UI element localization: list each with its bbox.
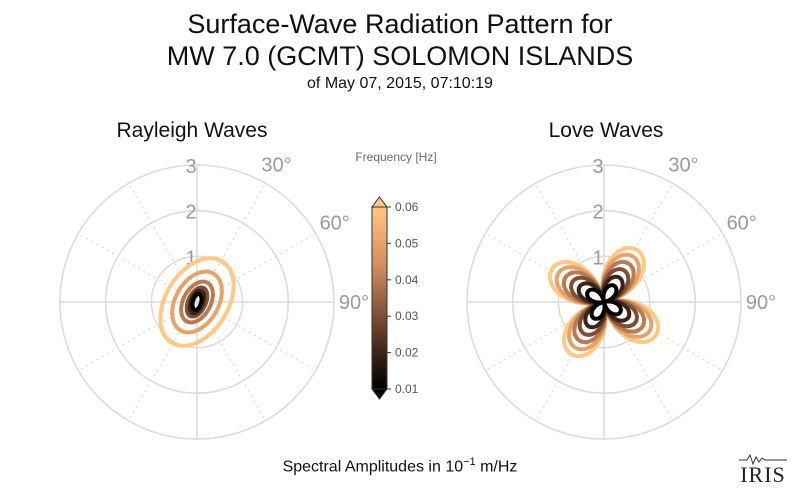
grid-spoke: [196, 183, 267, 303]
pattern-curve-0.05: [170, 269, 224, 335]
grid-spoke: [196, 301, 267, 421]
pattern-curve-0.01: [190, 292, 204, 312]
colorbar-bar: [371, 206, 388, 390]
colorbar-tick-label: 0.02: [395, 346, 419, 360]
footer-exponent: −1: [463, 456, 476, 468]
pattern-curve-0.06: [158, 256, 236, 348]
grid-spoke: [196, 232, 316, 303]
frequency-colorbar: 0.06 0.05 0.04 0.03 0.02 0.01: [371, 196, 419, 400]
colorbar-tick-label: 0.03: [395, 309, 419, 323]
seismogram-icon: [739, 453, 787, 466]
colorbar-extend-max: [371, 196, 388, 208]
rayleigh-polar-plot: 1 2 3 30° 60° 90°: [59, 154, 369, 440]
love-polar-plot: 1 2 3 30° 60° 90°: [466, 154, 776, 440]
footer-text: Spectral Amplitudes in 10: [282, 458, 464, 476]
footer-caption: Spectral Amplitudes in 10−1 m/Hz: [0, 456, 800, 476]
pattern-curve-0.01: [585, 283, 623, 321]
angle-tick-label: 30°: [668, 154, 698, 176]
radial-tick-label: 3: [592, 156, 603, 178]
angle-tick-label: 60°: [727, 213, 757, 235]
grid-spoke: [603, 301, 723, 372]
colorbar-tick-label: 0.01: [395, 382, 419, 396]
iris-logo: IRIS: [733, 452, 793, 487]
colorbar-extend-min: [371, 388, 388, 400]
pattern-curve-0.03: [184, 285, 210, 319]
grid-spoke: [534, 301, 605, 421]
pattern-curve-0.04: [179, 279, 215, 325]
colorbar-tick-label: 0.05: [395, 236, 419, 250]
grid-spoke: [78, 301, 198, 372]
grid-spoke: [534, 183, 605, 303]
grid-spoke: [196, 301, 316, 372]
grid-spoke: [603, 232, 723, 303]
angle-tick-label: 30°: [261, 154, 291, 176]
colorbar-label: Frequency [Hz]: [355, 150, 437, 164]
angle-tick-label: 90°: [746, 292, 776, 314]
radial-tick-label: 1: [185, 247, 196, 269]
grid-spoke: [603, 301, 674, 421]
radial-tick-label: 2: [185, 202, 196, 224]
grid-spoke: [485, 301, 605, 372]
angle-tick-label: 90°: [339, 292, 369, 314]
grid-spoke: [485, 232, 605, 303]
figure-title-line1: Surface-Wave Radiation Pattern for: [187, 9, 613, 39]
figure-title-line2: MW 7.0 (GCMT) SOLOMON ISLANDS: [166, 41, 634, 71]
logo-text: IRIS: [740, 462, 786, 487]
grid-spoke: [127, 301, 198, 421]
colorbar-tick-label: 0.06: [395, 200, 419, 214]
grid-spoke: [78, 232, 198, 303]
radial-tick-label: 1: [592, 247, 603, 269]
grid-spoke: [127, 183, 198, 303]
angle-tick-label: 60°: [320, 213, 350, 235]
radial-tick-label: 2: [592, 202, 603, 224]
love-panel-title: Love Waves: [548, 119, 664, 142]
rayleigh-panel-title: Rayleigh Waves: [116, 119, 268, 142]
footer-unit: m/Hz: [475, 458, 518, 476]
radial-tick-label: 3: [185, 156, 196, 178]
colorbar-tick-label: 0.04: [395, 273, 419, 287]
grid-spoke: [603, 183, 674, 303]
figure-subtitle: of May 07, 2015, 07:10:19: [307, 75, 493, 92]
